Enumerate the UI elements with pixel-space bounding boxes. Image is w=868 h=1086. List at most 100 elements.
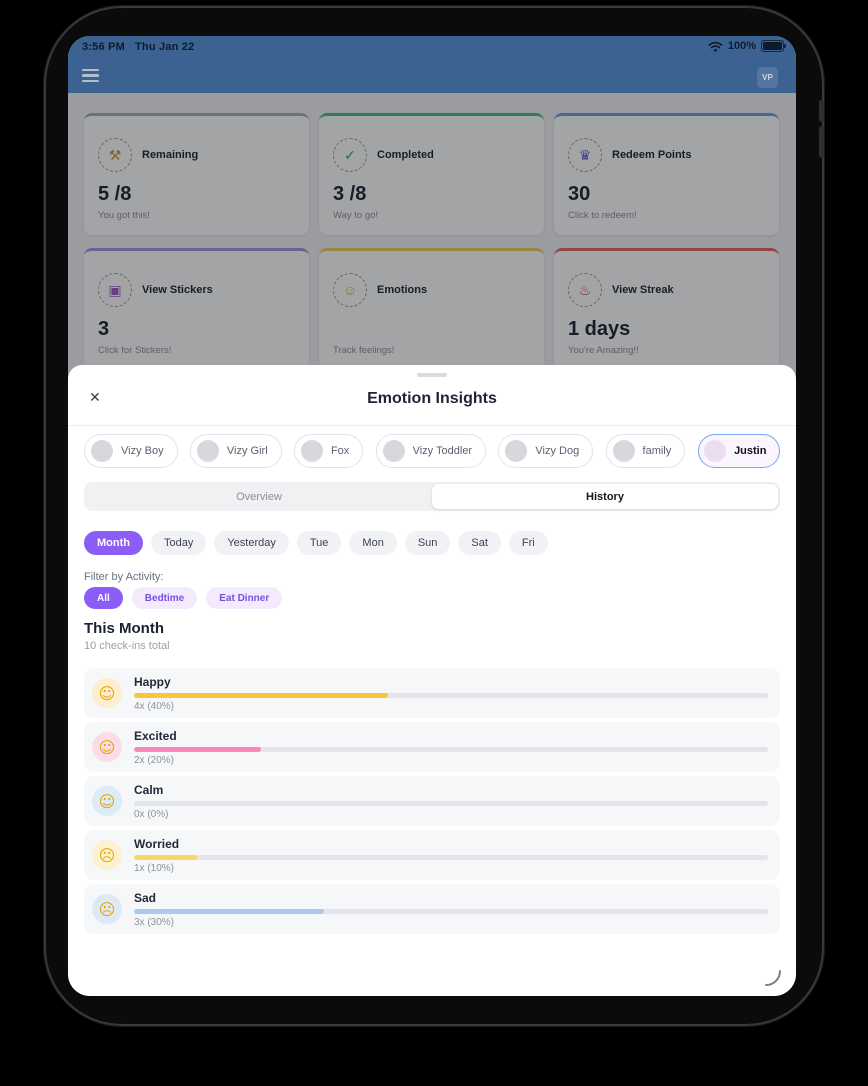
emotion-bar-track [134,692,768,698]
avatar [300,440,323,462]
time-pill-today[interactable]: Today [150,531,207,555]
emotion-bar-track [134,746,768,752]
emotion-name: Sad [134,890,157,905]
time-pill-fri[interactable]: Fri [508,531,548,555]
wifi-icon [708,41,723,52]
activity-pill-eat-dinner[interactable]: Eat Dinner [206,587,283,609]
screen: 3:56 PM Thu Jan 22 100% VP ⚒ [68,36,796,996]
card-view-stickers[interactable]: ▣ View Stickers 3 Click for Stickers! [84,248,309,370]
emotion-bar-track [134,908,768,914]
profile-chip-justin[interactable]: Justin [697,434,780,468]
emotion-bar-fill [134,908,325,914]
time-pill-month[interactable]: Month [84,531,143,555]
emotion-bar-fill [134,692,388,698]
completed-check-icon: ✓ [333,138,367,172]
happy-emoji-icon: ☺ [92,678,122,708]
time-pill-yesterday[interactable]: Yesterday [214,531,289,555]
card-completed[interactable]: ✓ Completed 3 /8 Way to go! [319,113,544,235]
card-label: Redeem Points [612,149,692,161]
card-redeem-points[interactable]: ♛ Redeem Points 30 Click to redeem! [554,113,779,235]
card-value: 5 /8 [98,183,132,205]
emotion-row-happy: ☺ Happy 4x (40%) [84,668,780,718]
hamburger-menu-icon[interactable] [82,69,99,82]
calm-emoji-icon: ☺ [92,786,122,816]
emotion-bar-fill [134,854,198,860]
card-subtitle: You're Amazing!! [568,345,639,356]
time-filter-pills: Month Today Yesterday Tue Mon Sun Sat Fr… [84,531,548,555]
activity-pill-bedtime[interactable]: Bedtime [131,587,198,609]
emotion-row-sad: ☹ Sad 3x (30%) [84,884,780,934]
card-value: 30 [568,183,591,205]
time-pill-tue[interactable]: Tue [296,531,342,555]
navbar: 3:56 PM Thu Jan 22 100% VP [68,36,796,93]
card-label: View Streak [612,284,674,296]
card-subtitle: You got this! [98,210,150,221]
flame-icon: ♨ [568,273,602,307]
time-pill-sun[interactable]: Sun [404,531,451,555]
battery-percent: 100% [727,40,756,52]
time-pill-sat[interactable]: Sat [458,531,501,555]
card-label: View Stickers [142,284,213,296]
card-subtitle: Way to go! [333,210,379,221]
card-value: 1 days [568,318,631,340]
close-icon[interactable]: ✕ [89,389,101,405]
emotion-name: Happy [134,674,171,689]
avatar[interactable]: VP [757,67,778,88]
emotion-list: ☺ Happy 4x (40%) ☺ Excited [84,668,780,934]
emotion-bar-track [134,800,768,806]
card-label: Remaining [142,149,199,161]
card-label: Emotions [377,284,428,296]
activity-pill-all[interactable]: All [84,587,123,609]
volume-up-button[interactable] [819,100,824,122]
worried-emoji-icon: ☹ [92,840,122,870]
modal-header: ✕ Emotion Insights [68,365,796,426]
card-emotions[interactable]: ☺ Emotions Track feelings! [319,248,544,370]
avatar [91,440,113,462]
excited-emoji-icon: ☺ [92,732,122,762]
smiley-sun-icon: ☺ [333,273,367,307]
avatar [382,440,405,462]
card-remaining[interactable]: ⚒ Remaining 5 /8 You got this! [84,113,309,235]
emotion-bar-fill [134,746,261,752]
volume-down-button[interactable] [819,126,824,158]
sticker-album-icon: ▣ [98,273,132,307]
avatar [505,440,528,462]
card-label: Completed [377,149,434,161]
profile-chip-fox[interactable]: Fox [293,434,364,468]
emotion-row-worried: ☹ Worried 1x (10%) [84,830,780,880]
tab-overview[interactable]: Overview [236,490,282,503]
profile-chip-vizy-toddler[interactable]: Vizy Toddler [375,434,487,468]
avatar [704,440,727,462]
avatar [196,440,219,462]
profile-chip-vizy-dog[interactable]: Vizy Dog [498,434,594,468]
ipad-device-frame: 3:56 PM Thu Jan 22 100% VP ⚒ [44,6,824,1026]
emotion-count: 4x (40%) [134,700,175,712]
emotion-insights-modal: ✕ Emotion Insights Vizy Boy Vizy Girl Fo… [68,365,796,996]
emotion-count: 1x (10%) [134,862,175,874]
sad-emoji-icon: ☹ [92,894,122,924]
drag-handle[interactable] [417,373,447,377]
summary-subtitle: 10 check-ins total [84,640,170,652]
emotion-count: 3x (30%) [134,916,175,928]
card-view-streak[interactable]: ♨ View Streak 1 days You're Amazing!! [554,248,779,370]
avatar [612,440,635,462]
time-pill-mon[interactable]: Mon [349,531,397,555]
profile-chips: Vizy Boy Vizy Girl Fox Vizy Toddler Vizy… [84,434,780,468]
profile-chip-vizy-boy[interactable]: Vizy Boy [84,434,178,468]
corner-swipe-handle-icon[interactable] [764,969,782,987]
remaining-icon: ⚒ [98,138,132,172]
dashboard-cards: ⚒ Remaining 5 /8 You got this! ✓ Complet… [84,113,779,370]
profile-chip-vizy-girl[interactable]: Vizy Girl [189,434,282,468]
status-date: Thu Jan 22 [134,41,195,53]
card-value: 3 [98,318,110,340]
card-subtitle: Track feelings! [333,345,395,356]
modal-title: Emotion Insights [367,390,497,407]
emotion-name: Excited [134,728,177,743]
status-bar-right: 100% [708,40,786,52]
emotion-row-excited: ☺ Excited 2x (20%) [84,722,780,772]
profile-chip-family[interactable]: family [605,434,686,468]
status-bar-left: 3:56 PM Thu Jan 22 [82,41,194,53]
tab-history[interactable]: History [432,484,778,509]
emotion-bar-track [134,854,768,860]
activity-filter-pills: All Bedtime Eat Dinner [84,587,283,609]
